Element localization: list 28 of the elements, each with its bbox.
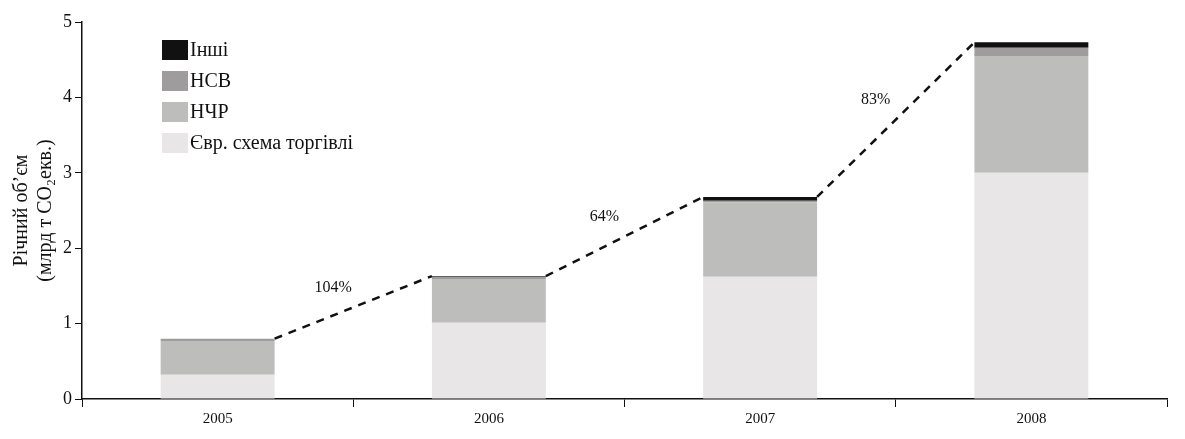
y-tick-label: 2 [63,236,72,257]
bar [703,196,818,201]
x-tick-label: 2008 [1016,409,1047,426]
y-tick-label: 4 [63,86,72,107]
legend-label: НСВ [190,69,232,92]
bar [974,47,1089,56]
x-tick-label: 2006 [473,409,505,426]
y-tick-label: 5 [63,10,72,31]
y-tick-label: 0 [63,387,72,408]
bar [974,55,1089,173]
bar [974,172,1089,399]
legend-label: Євр. схема торгівлі [190,131,354,155]
bar [703,202,818,277]
bar [431,322,546,399]
bar [160,374,275,399]
y-tick-label: 1 [63,312,72,333]
legend-label: Інші [190,38,229,61]
x-tick-label: 2005 [202,409,233,426]
annotation: 83% [861,89,891,107]
annotation: 104% [314,277,352,295]
bar [431,279,546,323]
y-axis-title: Річний об’єм (млрд т CO₂екв.) [9,139,57,282]
y-tick-label: 3 [63,161,72,182]
bar [160,340,275,375]
annotation: 64% [589,206,620,224]
legend-label: НЧР [190,100,229,123]
bar [703,276,818,399]
x-tick-label: 2007 [745,409,776,426]
